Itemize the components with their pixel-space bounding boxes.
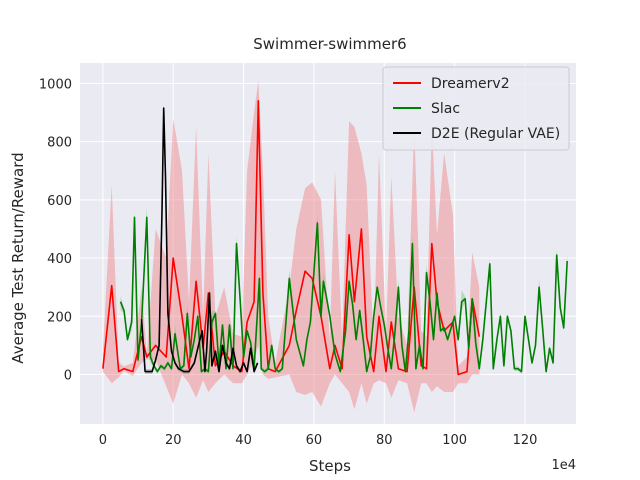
legend-label: D2E (Regular VAE) xyxy=(431,126,560,142)
x-tick-label: 60 xyxy=(306,433,323,448)
x-tick-label: 100 xyxy=(442,433,467,448)
legend-box xyxy=(382,66,570,151)
x-tick-labels: 0 20 40 60 80 100 120 xyxy=(99,433,538,448)
x-tick-label: 0 xyxy=(99,433,107,448)
x-tick-label: 40 xyxy=(235,433,252,448)
y-axis-label: Average Test Return/Reward xyxy=(9,152,27,363)
d2e-regular-vae-line xyxy=(140,107,259,373)
x-tick-label: 120 xyxy=(513,433,538,448)
series-lines xyxy=(102,100,568,376)
x-tick-label: 80 xyxy=(376,433,393,448)
legend-label: Dreamerv2 xyxy=(431,76,510,92)
x-axis-multiplier: 1e4 xyxy=(551,458,576,473)
y-tick-label: 800 xyxy=(47,136,72,151)
y-tick-label: 600 xyxy=(47,194,72,209)
legend-label: Slac xyxy=(431,101,460,117)
x-axis-label: Steps xyxy=(309,457,351,475)
slac-line xyxy=(119,216,568,373)
y-tick-labels: 0 200 400 600 800 1000 xyxy=(39,77,72,383)
legend: Dreamerv2 Slac D2E (Regular VAE) xyxy=(382,66,570,151)
y-tick-label: 1000 xyxy=(39,77,72,92)
y-tick-label: 400 xyxy=(47,252,72,267)
y-tick-label: 200 xyxy=(47,310,72,325)
y-tick-label: 0 xyxy=(64,369,72,384)
chart-title: Swimmer-swimmer6 xyxy=(253,35,406,53)
x-tick-label: 20 xyxy=(165,433,182,448)
